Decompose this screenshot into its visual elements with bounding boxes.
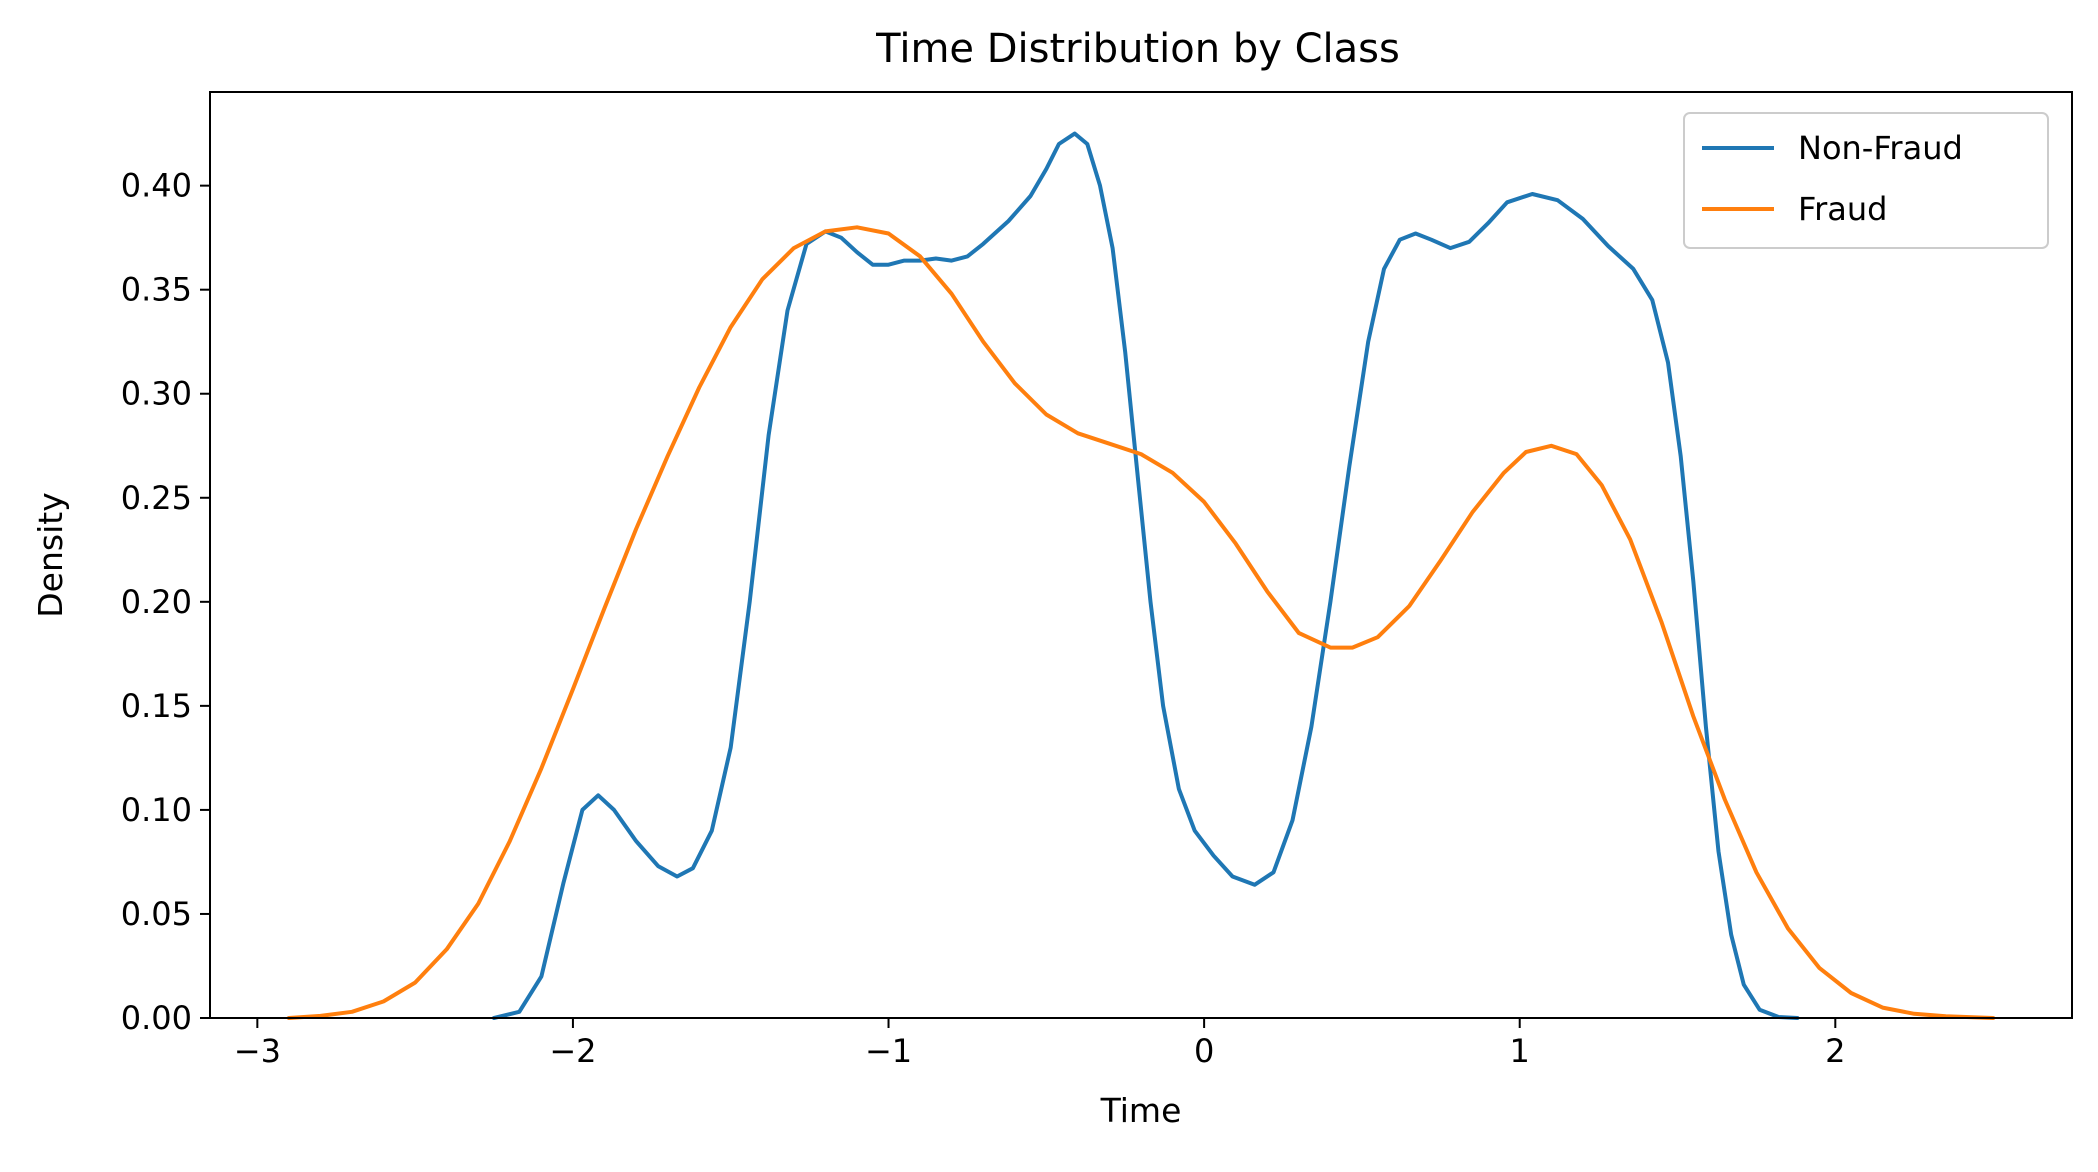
plot-frame	[209, 91, 2073, 1019]
y-tick-label: 0.05	[121, 895, 192, 933]
x-tick-label: −3	[234, 1032, 281, 1070]
series-line-0	[492, 131, 1800, 1020]
x-axis: −3 −2 −1 0 1 2	[234, 1018, 1845, 1070]
y-axis-label: Density	[31, 492, 70, 617]
y-tick-label: 0.10	[121, 791, 192, 829]
y-tick-label: 0.00	[121, 999, 192, 1037]
y-tick-label: 0.35	[121, 271, 192, 309]
y-tick-label: 0.20	[121, 583, 192, 621]
x-tick-label: −2	[549, 1032, 596, 1070]
y-tick-label: 0.30	[121, 375, 192, 413]
legend-label-1: Fraud	[1798, 190, 1887, 228]
chart-title: Time Distribution by Class	[875, 26, 1400, 72]
x-tick-label: 0	[1194, 1032, 1214, 1070]
legend-label-0: Non-Fraud	[1798, 129, 1963, 167]
x-tick-label: 2	[1825, 1032, 1845, 1070]
y-tick-label: 0.40	[121, 167, 192, 205]
legend-box	[1683, 112, 2049, 249]
y-tick-label: 0.25	[121, 479, 192, 517]
y-tick-label: 0.15	[121, 687, 192, 725]
y-axis: 0.00 0.05 0.10 0.15 0.20 0.25 0.30 0.35 0.40	[121, 167, 210, 1037]
legend: Non-Fraud Fraud	[1683, 112, 2049, 249]
x-axis-label: Time	[1100, 1091, 1182, 1130]
plot-area	[286, 131, 1996, 1020]
series-line-1	[286, 225, 1996, 1020]
x-tick-label: −1	[865, 1032, 912, 1070]
x-tick-label: 1	[1510, 1032, 1530, 1070]
